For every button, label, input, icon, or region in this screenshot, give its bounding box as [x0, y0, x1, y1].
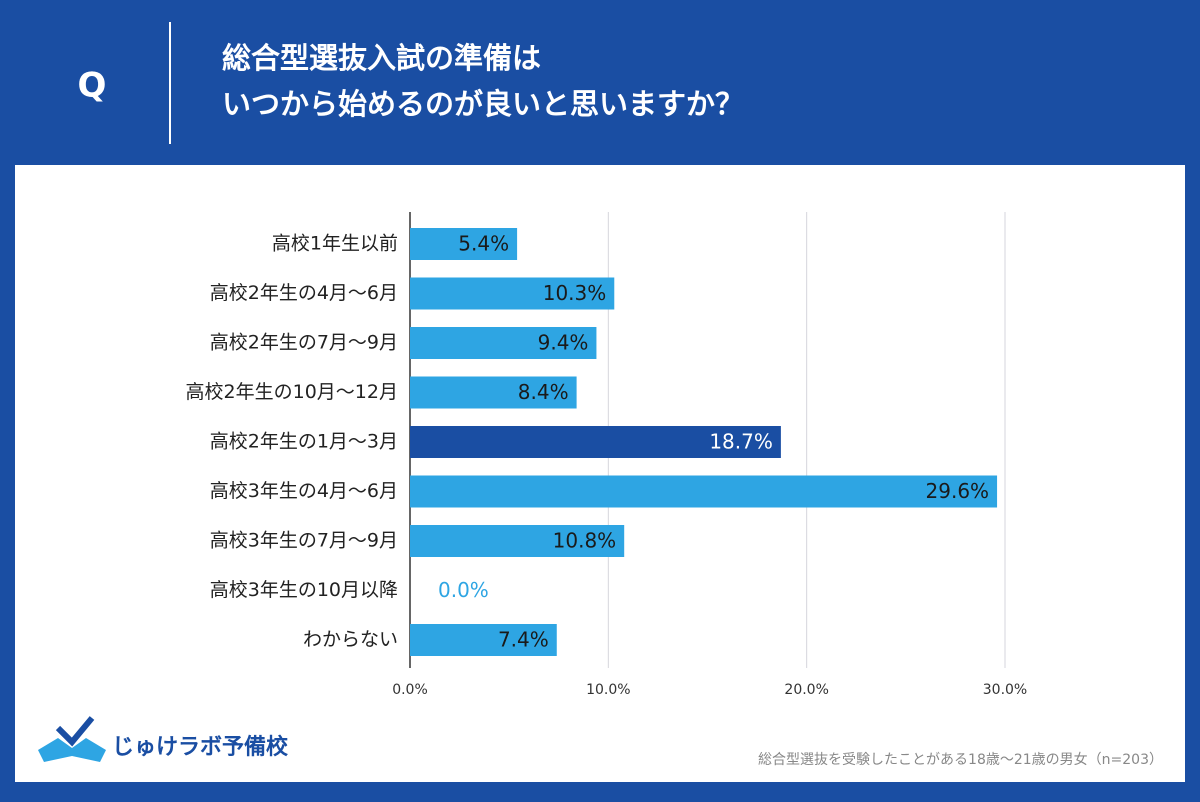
value-label: 0.0% — [438, 578, 489, 602]
bar — [410, 624, 557, 656]
footnote: 総合型選抜を受験したことがある18歳～21歳の男女（n=203） — [758, 751, 1163, 768]
value-label: 9.4% — [538, 331, 589, 355]
y-tick-label: 高校2年生の10月～12月 — [186, 381, 398, 403]
value-label: 5.4% — [458, 232, 509, 256]
y-tick-label: 高校2年生の1月～3月 — [210, 431, 398, 453]
bar — [410, 277, 615, 310]
value-label: 18.7% — [709, 430, 773, 454]
value-label: 29.6% — [926, 479, 990, 503]
x-tick-label: 0.0% — [392, 682, 428, 698]
title-line: 総合型選抜入試の準備は — [222, 41, 541, 75]
title-line: いつから始めるのが良いと思いますか？ — [222, 87, 744, 121]
bar — [410, 376, 577, 409]
value-label: 10.3% — [543, 281, 607, 305]
bar — [410, 475, 998, 508]
q-mark: Q — [78, 66, 107, 106]
value-label: 7.4% — [498, 628, 549, 652]
logo-text: じゅけラボ予備校 — [112, 734, 289, 760]
y-tick-label: 高校3年生の4月～6月 — [210, 480, 398, 502]
y-tick-label: 高校1年生以前 — [272, 233, 398, 255]
value-label: 8.4% — [518, 380, 569, 404]
logo: じゅけラボ予備校 — [38, 716, 289, 762]
bar — [410, 228, 518, 260]
plot: 0.0% 10.0% 20.0% 30.0% 高校1年生以前 5.4% 高校2年生の4月～6… — [186, 212, 1027, 698]
bar — [410, 525, 625, 557]
y-tick-label: 高校2年生の4月～6月 — [210, 282, 398, 304]
logo-check — [55, 716, 95, 747]
x-tick-label: 30.0% — [983, 682, 1027, 698]
x-tick-label: 10.0% — [586, 682, 630, 698]
panel — [15, 165, 1185, 782]
logo-icon — [38, 738, 106, 762]
y-tick-label: 高校3年生の10月以降 — [210, 579, 398, 601]
y-tick-label: 高校2年生の7月～9月 — [210, 332, 398, 354]
value-label: 10.8% — [553, 529, 617, 553]
x-tick-label: 20.0% — [784, 682, 828, 698]
bar — [410, 327, 597, 359]
y-tick-label: 高校3年生の7月～9月 — [210, 530, 398, 552]
y-tick-label: わからない — [303, 629, 398, 651]
bar — [410, 426, 781, 458]
